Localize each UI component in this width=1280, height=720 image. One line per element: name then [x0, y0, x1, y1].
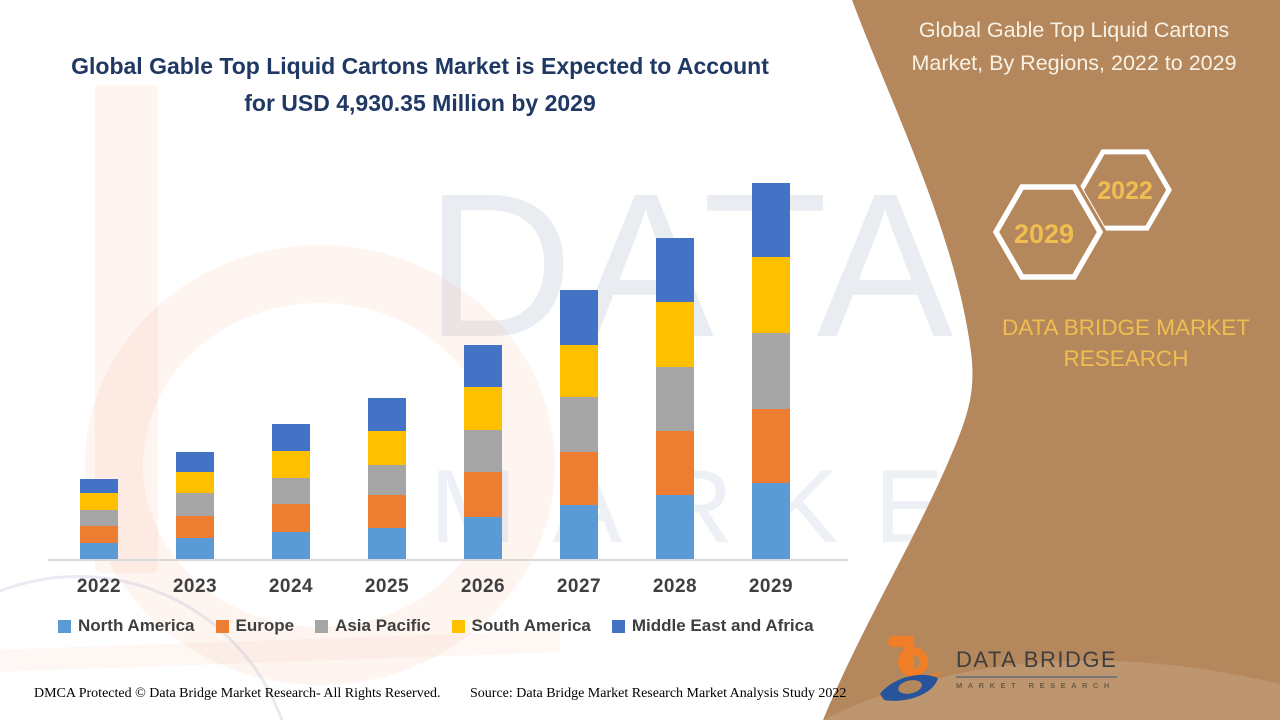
bar-2027-segment-north-america — [560, 505, 598, 559]
legend-label-middle-east-and-africa: Middle East and Africa — [631, 616, 814, 635]
bar-2022-segment-asia-pacific — [80, 510, 118, 526]
bar-2026 — [464, 345, 502, 559]
x-axis-line — [48, 559, 848, 561]
bar-2023-segment-south-america — [176, 472, 214, 493]
x-axis-label-2029: 2029 — [748, 576, 794, 597]
legend-item-south-america: South America — [451, 616, 591, 636]
bar-2027-segment-europe — [560, 452, 598, 505]
legend-label-north-america: North America — [78, 616, 195, 635]
bar-2027 — [560, 290, 598, 559]
legend-swatch-europe — [215, 619, 229, 633]
legend-label-europe: Europe — [235, 616, 295, 635]
x-axis-label-2022: 2022 — [76, 576, 122, 597]
bar-2029-segment-europe — [752, 408, 790, 483]
brand-text: DATA BRIDGE MARKET RESEARCH — [978, 312, 1274, 374]
bar-2025-segment-europe — [368, 495, 406, 528]
chart-legend: North America Europe Asia Pacific South Ame… — [58, 616, 814, 636]
x-axis-label-2025: 2025 — [364, 576, 410, 597]
legend-swatch-south-america — [451, 619, 465, 633]
bar-2022-segment-middle-east-and-africa — [80, 479, 118, 493]
x-axis-label-2023: 2023 — [172, 576, 218, 597]
bar-2024-segment-south-america — [272, 451, 310, 478]
legend-label-south-america: South America — [471, 616, 591, 635]
bar-2023-segment-north-america — [176, 538, 214, 559]
legend-item-asia-pacific: Asia Pacific — [315, 616, 431, 636]
bar-2026-segment-asia-pacific — [464, 430, 502, 472]
bar-2027-segment-south-america — [560, 345, 598, 397]
bar-2022-segment-north-america — [80, 543, 118, 559]
bar-2024 — [272, 424, 310, 559]
legend-swatch-asia-pacific — [315, 619, 329, 633]
bar-2029-segment-north-america — [752, 482, 790, 559]
legend-item-middle-east-and-africa: Middle East and Africa — [611, 616, 814, 636]
bar-2029 — [752, 182, 790, 559]
legend-item-europe: Europe — [215, 616, 295, 636]
logo-blue-d-hole — [898, 680, 922, 694]
bar-2024-segment-middle-east-and-africa — [272, 424, 310, 451]
x-axis-label-2026: 2026 — [460, 576, 506, 597]
bar-2023-segment-asia-pacific — [176, 493, 214, 516]
bar-2028 — [656, 238, 694, 559]
bar-2028-segment-europe — [656, 431, 694, 495]
hexagon-2029-year: 2029 — [1014, 219, 1074, 249]
x-axis-label-2024: 2024 — [268, 576, 314, 597]
bar-2025-segment-north-america — [368, 528, 406, 559]
chart-title-line2: for USD 4,930.35 Million by 2029 — [244, 90, 596, 116]
dmca-notice: DMCA Protected © Data Bridge Market Rese… — [34, 686, 441, 701]
logo-brand-subtitle: MARKET RESEARCH — [956, 680, 1115, 690]
source-note: Source: Data Bridge Market Research Mark… — [470, 686, 847, 701]
side-panel-title-line1: Global Gable Top Liquid Cartons — [918, 18, 1230, 42]
bar-2029-segment-asia-pacific — [752, 332, 790, 409]
x-axis-label-2028: 2028 — [652, 576, 698, 597]
chart-title: Global Gable Top Liquid Cartons Market i… — [40, 48, 800, 122]
bar-2025 — [368, 398, 406, 559]
bar-2028-segment-middle-east-and-africa — [656, 238, 694, 302]
bar-2025-segment-middle-east-and-africa — [368, 398, 406, 431]
bar-2026-segment-middle-east-and-africa — [464, 345, 502, 387]
bar-2027-segment-middle-east-and-africa — [560, 290, 598, 345]
bar-2028-segment-asia-pacific — [656, 367, 694, 431]
bar-2025-segment-asia-pacific — [368, 465, 406, 495]
bar-2026-segment-north-america — [464, 517, 502, 559]
bar-2025-segment-south-america — [368, 431, 406, 465]
data-bridge-logo-mark — [878, 636, 942, 701]
brand-text-line2: RESEARCH — [1063, 346, 1189, 371]
brand-text-line1: DATA BRIDGE MARKET — [1002, 315, 1250, 340]
bar-2024-segment-asia-pacific — [272, 478, 310, 504]
bar-2022-segment-europe — [80, 526, 118, 543]
bar-2022-segment-south-america — [80, 493, 118, 510]
bar-2024-segment-europe — [272, 504, 310, 532]
bar-2028-segment-south-america — [656, 302, 694, 367]
hexagon-2029-outline — [992, 184, 1104, 280]
legend-swatch-north-america — [58, 619, 71, 633]
bar-2026-segment-south-america — [464, 387, 502, 430]
bar-2026-segment-europe — [464, 472, 502, 517]
bar-2023-segment-europe — [176, 516, 214, 538]
bar-2024-segment-north-america — [272, 532, 310, 559]
side-panel-title: Global Gable Top Liquid Cartons Market, … — [876, 14, 1272, 80]
data-bridge-logo: DATA BRIDGE MARKET RESEARCH — [876, 632, 1118, 704]
bar-2028-segment-north-america — [656, 495, 694, 559]
legend-label-asia-pacific: Asia Pacific — [335, 616, 431, 635]
x-axis-label-2027: 2027 — [556, 576, 602, 597]
logo-text-block: DATA BRIDGE MARKET RESEARCH — [956, 647, 1118, 690]
bar-2027-segment-asia-pacific — [560, 397, 598, 452]
bar-2029-segment-middle-east-and-africa — [752, 182, 790, 257]
bar-2022 — [80, 479, 118, 559]
bar-2023 — [176, 452, 214, 559]
logo-b-bowl — [898, 647, 928, 677]
legend-item-north-america: North America — [58, 616, 195, 636]
brown-panel-wave — [823, 660, 1280, 720]
legend-swatch-middle-east-and-africa — [611, 619, 625, 633]
bar-2029-segment-south-america — [752, 256, 790, 333]
chart-title-line1: Global Gable Top Liquid Cartons Market i… — [71, 53, 769, 79]
logo-brand-name: DATA BRIDGE — [956, 647, 1118, 678]
bar-2023-segment-middle-east-and-africa — [176, 452, 214, 472]
hexagon-2022-year: 2022 — [1097, 177, 1153, 205]
side-panel-title-line2: Market, By Regions, 2022 to 2029 — [911, 51, 1237, 75]
